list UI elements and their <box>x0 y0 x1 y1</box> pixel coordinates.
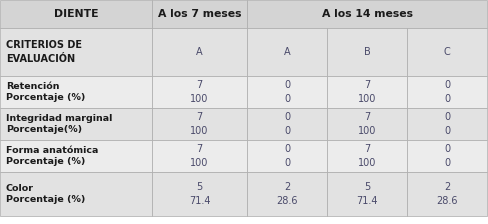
Bar <box>327 172 407 216</box>
Bar <box>0 28 152 76</box>
Bar <box>247 172 327 216</box>
Text: DIENTE: DIENTE <box>54 9 98 19</box>
Text: 5
71.4: 5 71.4 <box>356 182 378 206</box>
Text: A los 7 meses: A los 7 meses <box>158 9 241 19</box>
Text: 2
28.6: 2 28.6 <box>276 182 298 206</box>
Bar <box>152 28 247 76</box>
Text: 0
0: 0 0 <box>444 144 450 168</box>
Text: 7
100: 7 100 <box>358 144 376 168</box>
Bar <box>247 76 327 108</box>
Bar <box>0 0 152 28</box>
Bar <box>152 76 247 108</box>
Text: 5
71.4: 5 71.4 <box>189 182 210 206</box>
Bar <box>152 108 247 140</box>
Bar <box>247 28 327 76</box>
Bar <box>0 108 152 140</box>
Bar <box>0 140 152 172</box>
Bar <box>327 140 407 172</box>
Text: Integridad marginal
Porcentaje(%): Integridad marginal Porcentaje(%) <box>6 114 112 134</box>
Text: C: C <box>444 47 450 57</box>
Bar <box>327 28 407 76</box>
Bar <box>0 172 152 216</box>
Bar <box>152 0 247 28</box>
Text: Color
Porcentaje (%): Color Porcentaje (%) <box>6 184 85 204</box>
Text: 2
28.6: 2 28.6 <box>436 182 458 206</box>
Bar <box>407 108 487 140</box>
Bar <box>152 140 247 172</box>
Text: A: A <box>284 47 290 57</box>
Bar <box>327 108 407 140</box>
Bar <box>407 140 487 172</box>
Bar <box>407 28 487 76</box>
Bar <box>407 172 487 216</box>
Text: 0
0: 0 0 <box>444 80 450 103</box>
Bar <box>0 76 152 108</box>
Text: 7
100: 7 100 <box>190 80 209 103</box>
Text: Forma anatómica
Porcentaje (%): Forma anatómica Porcentaje (%) <box>6 146 99 166</box>
Bar <box>247 0 487 28</box>
Text: A: A <box>196 47 203 57</box>
Bar <box>327 76 407 108</box>
Bar <box>247 108 327 140</box>
Bar <box>152 172 247 216</box>
Text: 7
100: 7 100 <box>190 112 209 136</box>
Text: 0
0: 0 0 <box>284 80 290 103</box>
Text: 0
0: 0 0 <box>444 112 450 136</box>
Text: 0
0: 0 0 <box>284 144 290 168</box>
Text: 7
100: 7 100 <box>358 80 376 103</box>
Bar <box>247 140 327 172</box>
Text: CRITERIOS DE
EVALUACIÓN: CRITERIOS DE EVALUACIÓN <box>6 40 82 64</box>
Text: 0
0: 0 0 <box>284 112 290 136</box>
Text: B: B <box>364 47 370 57</box>
Text: 7
100: 7 100 <box>358 112 376 136</box>
Bar <box>407 76 487 108</box>
Text: A los 14 meses: A los 14 meses <box>322 9 412 19</box>
Text: 7
100: 7 100 <box>190 144 209 168</box>
Text: Retención
Porcentaje (%): Retención Porcentaje (%) <box>6 82 85 102</box>
